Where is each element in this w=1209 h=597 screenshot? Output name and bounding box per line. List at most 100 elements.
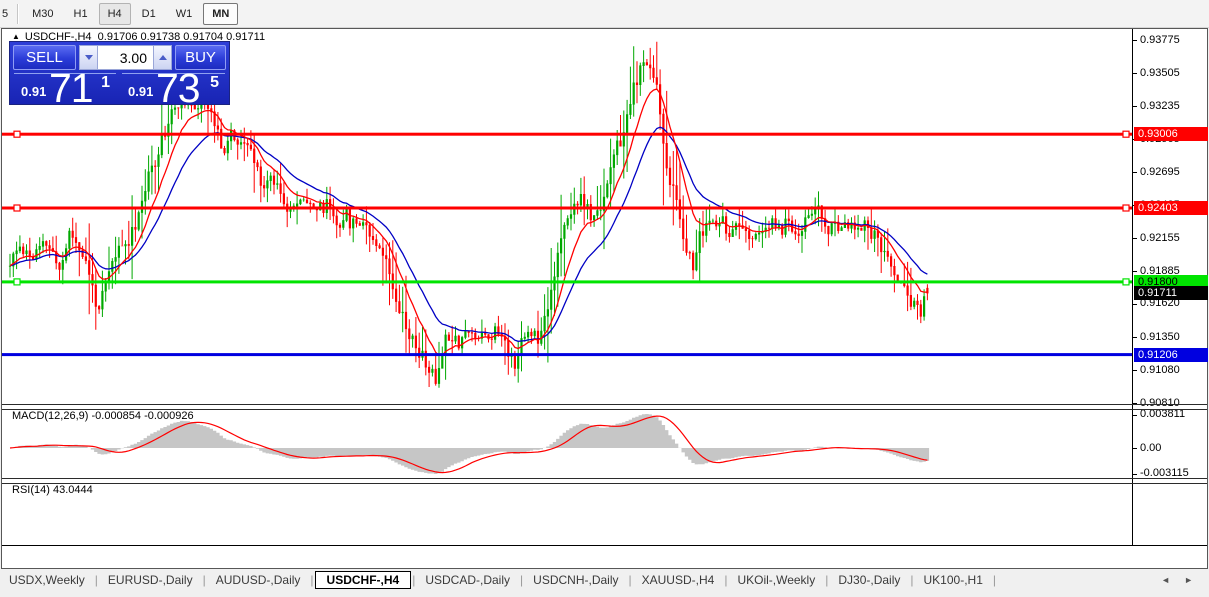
time-axis[interactable] bbox=[2, 545, 1207, 567]
price-tick-mark bbox=[1133, 337, 1137, 338]
timeframe-button-h4[interactable]: H4 bbox=[98, 2, 131, 25]
line-handle-left bbox=[13, 204, 21, 212]
timeframe-button-d1[interactable]: D1 bbox=[141, 7, 156, 20]
tab-separator: | bbox=[202, 573, 206, 587]
tab-separator: | bbox=[992, 573, 996, 587]
horizontal-line-0.91800 bbox=[2, 280, 1132, 284]
price-tick-label: 0.91620 bbox=[1140, 297, 1180, 309]
price-axis[interactable]: 0.937750.935050.932350.929650.926950.924… bbox=[1132, 29, 1208, 546]
line-handle-right bbox=[1122, 130, 1130, 138]
price-tick-label: 0.90810 bbox=[1140, 397, 1180, 409]
chart-tab-ukoil-weekly[interactable]: UKOil-,Weekly bbox=[737, 573, 816, 587]
tab-scroll-arrows: ◄ ► bbox=[1161, 575, 1193, 585]
ask-pip-digit: 5 bbox=[210, 74, 219, 91]
chart-tab-dj30-daily[interactable]: DJ30-,Daily bbox=[838, 573, 901, 587]
one-click-trading-panel: SELL BUY 0.91 71 1 0.91 73 5 bbox=[10, 42, 229, 112]
price-tick-label: 0.93505 bbox=[1140, 67, 1180, 79]
chart-tab-bar: USDX,Weekly | EURUSD-,Daily | AUDUSD-,Daily |… bbox=[0, 570, 1209, 590]
price-tick-mark bbox=[1133, 370, 1137, 371]
chart-tab-usdx-weekly[interactable]: USDX,Weekly bbox=[9, 573, 85, 587]
timeframe-toolbar: 5 M30 H1 H4 D1 W1 MN bbox=[0, 0, 1209, 28]
price-tick-mark bbox=[1133, 238, 1137, 239]
macd-panel[interactable]: MACD(12,26,9) -0.000854 -0.000926 bbox=[2, 408, 1132, 478]
bid-big-digits: 71 bbox=[49, 65, 94, 112]
price-axis-rsi[interactable] bbox=[1133, 482, 1207, 545]
price-tick-label: 0.91350 bbox=[1140, 331, 1180, 343]
macd-tick-mark bbox=[1133, 474, 1137, 475]
line-handle-right bbox=[1122, 278, 1130, 286]
timeframe-button-h1[interactable]: H1 bbox=[73, 7, 88, 20]
collapse-triangle-icon[interactable]: ▲ bbox=[12, 32, 20, 41]
chart-tab-usdcnh-daily[interactable]: USDCNH-,Daily bbox=[533, 573, 619, 587]
timeframe-button-5[interactable]: 5 bbox=[2, 7, 9, 20]
macd-chart-canvas[interactable] bbox=[2, 408, 1132, 478]
tab-separator: | bbox=[520, 573, 524, 587]
line-handle-right bbox=[1122, 204, 1130, 212]
macd-signal-line bbox=[9, 415, 928, 474]
chart-tab-xauusd-h4[interactable]: XAUUSD-,H4 bbox=[641, 573, 715, 587]
main-chart-panel[interactable]: ▲ USDCHF-,H4 0.91706 0.91738 0.91704 0.91… bbox=[2, 29, 1132, 404]
tab-separator: | bbox=[825, 573, 829, 587]
price-tick-mark bbox=[1133, 271, 1137, 272]
price-tick-mark bbox=[1133, 106, 1137, 107]
ask-price[interactable]: 0.91 73 5 bbox=[120, 65, 226, 112]
tab-separator: | bbox=[412, 573, 416, 587]
timeframe-button-w1[interactable]: W1 bbox=[175, 7, 193, 20]
volume-increase-button[interactable] bbox=[153, 45, 172, 70]
chart-symbol-label: USDCHF-,H4 bbox=[24, 31, 92, 43]
timeframe-button-m30[interactable]: M30 bbox=[32, 7, 54, 20]
macd-tick-label: -0.003115 bbox=[1140, 467, 1189, 479]
macd-tick-mark bbox=[1133, 415, 1137, 416]
tab-scroll-left-icon[interactable]: ◄ bbox=[1161, 575, 1171, 585]
macd-tick-label: 0.00 bbox=[1140, 442, 1162, 454]
tab-scroll-right-icon[interactable]: ► bbox=[1184, 575, 1193, 585]
price-axis-main[interactable]: 0.937750.935050.932350.929650.926950.924… bbox=[1133, 29, 1208, 409]
tab-separator: | bbox=[94, 573, 98, 587]
price-tick-label: 0.92155 bbox=[1140, 232, 1180, 244]
price-tick-label: 0.93775 bbox=[1140, 34, 1180, 46]
rsi-chart-canvas[interactable] bbox=[2, 482, 1132, 545]
chart-tab-usdcad-daily[interactable]: USDCAD-,Daily bbox=[425, 573, 511, 587]
chart-tab-uk100-h1[interactable]: UK100-,H1 bbox=[923, 573, 983, 587]
triangle-up-icon bbox=[158, 55, 167, 60]
buy-button[interactable]: BUY bbox=[175, 45, 226, 70]
bid-pip-digit: 1 bbox=[101, 74, 110, 91]
chart-ohlc-header: ▲ USDCHF-,H4 0.91706 0.91738 0.91704 0.91… bbox=[12, 31, 265, 43]
chart-tab-audusd-daily[interactable]: AUDUSD-,Daily bbox=[215, 573, 301, 587]
chart-tab-usdchf-h4[interactable]: USDCHF-,H4 bbox=[314, 571, 412, 589]
volume-input[interactable] bbox=[98, 45, 153, 70]
price-axis-macd[interactable]: 0.003811 0.00 -0.003115 bbox=[1133, 408, 1207, 479]
bull-candle-bodies bbox=[8, 62, 926, 384]
macd-label: MACD(12,26,9) -0.000854 -0.000926 bbox=[12, 410, 194, 422]
volume-decrease-button[interactable] bbox=[79, 45, 98, 70]
sell-button[interactable]: SELL bbox=[13, 45, 76, 70]
ask-big-digits: 73 bbox=[156, 65, 201, 112]
chart-tab-eurusd-daily[interactable]: EURUSD-,Daily bbox=[107, 573, 193, 587]
tab-separator: | bbox=[628, 573, 632, 587]
price-tick-mark bbox=[1133, 172, 1137, 173]
chart-ohlc-values: 0.91706 0.91738 0.91704 0.91711 bbox=[97, 31, 266, 43]
panel-splitter-macd[interactable] bbox=[2, 404, 1207, 410]
price-line-badge: 0.91206 bbox=[1134, 348, 1208, 362]
panel-splitter-rsi[interactable] bbox=[2, 478, 1207, 484]
ask-prefix: 0.91 bbox=[128, 84, 154, 99]
bid-price[interactable]: 0.91 71 1 bbox=[13, 65, 117, 112]
volume-stepper bbox=[79, 45, 172, 70]
timeframe-button-mn[interactable]: MN bbox=[203, 2, 239, 25]
horizontal-line-0.93006 bbox=[2, 132, 1132, 136]
triangle-down-icon bbox=[84, 55, 93, 60]
line-handle-left bbox=[13, 130, 21, 138]
candlestick-chart-canvas[interactable] bbox=[2, 29, 1132, 404]
fast-ma-line bbox=[9, 88, 928, 356]
price-tick-mark bbox=[1133, 40, 1137, 41]
rsi-panel[interactable]: RSI(14) 43.0444 bbox=[2, 482, 1132, 545]
price-tick-label: 0.91885 bbox=[1140, 265, 1180, 277]
current-price-badge: 0.91711 bbox=[1134, 286, 1208, 300]
tab-separator: | bbox=[910, 573, 914, 587]
bid-prefix: 0.91 bbox=[21, 84, 47, 99]
price-line-badge: 0.91800 bbox=[1134, 275, 1208, 289]
price-tick-label: 0.91080 bbox=[1140, 364, 1180, 376]
line-handle-left bbox=[13, 278, 21, 286]
sell-underline bbox=[14, 73, 116, 74]
